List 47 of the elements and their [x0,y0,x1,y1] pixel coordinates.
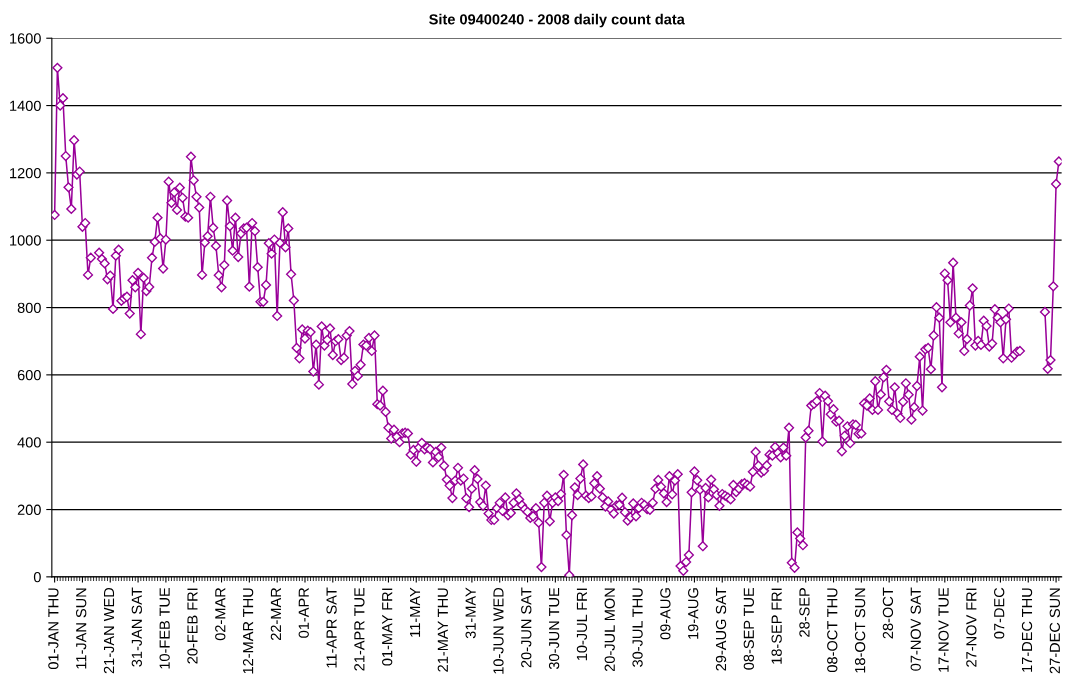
y-tick-label: 1400 [10,100,41,111]
x-tick-label: 17-NOV TUE [938,587,949,672]
x-tick-label: 30-JUN TUE [548,587,560,670]
x-tick-label: 21-JAN WED [103,587,115,674]
x-tick-label: 09-AUG [660,588,671,640]
x-tick-label: 08-OCT THU [827,588,838,673]
x-tick-label: 11-MAY [410,587,421,637]
x-tick-label: 02-MAR [215,587,226,641]
x-tick-label: 21-APR TUE [354,587,365,671]
x-tick-label: 07-DEC [994,587,1005,639]
y-tick-label: 200 [17,504,41,515]
y-tick-label: 800 [17,302,41,313]
x-tick-label: 08-SEP TUE [743,587,754,670]
x-tick-label: 28-OCT [882,587,894,639]
x-tick-label: 17-DEC THU [1021,588,1033,672]
y-tick-label: 400 [17,437,41,448]
y-tick-label: 1000 [10,235,41,246]
x-tick-label: 01-APR [298,587,309,638]
x-tick-label: 21-MAY THU [437,588,448,672]
x-tick-label: 31-MAY [465,587,476,639]
x-tick-label: 18-OCT SUN [854,588,866,673]
y-tick-label: 600 [17,369,41,381]
x-tick-label: 01-JAN THU [48,588,59,670]
x-tick-label: 22-MAR [270,587,281,641]
x-tick-label: 10-JUN WED [493,587,504,674]
x-tick-label: 20-FEB FRI [187,588,198,664]
chart-title: Site 09400240 - 2008 daily count data [429,13,685,28]
x-tick-label: 11-JAN SUN [76,588,87,669]
y-tick-label: 0 [33,571,41,583]
x-tick-label: 12-MAR THU [242,588,254,674]
x-tick-label: 07-NOV SAT [910,587,921,671]
y-tick-label: 1600 [10,33,41,44]
x-tick-label: 11-APR SAT [326,587,337,668]
x-tick-label: 30-JUL THU [632,588,643,667]
x-tick-label: 20-JUL MON [604,588,615,672]
x-tick-label: 10-FEB TUE [159,587,170,669]
x-tick-label: 19-AUG [688,588,699,639]
x-tick-label: 27-DEC SUN [1049,588,1060,674]
x-tick-label: 27-NOV FRI [966,588,977,667]
x-tick-label: 31-JAN SAT [131,587,142,667]
x-tick-label: 10-JUL FRI [576,588,588,661]
x-tick-label: 01-MAY FRI [382,588,393,666]
x-tick-label: 29-AUG SAT [715,587,727,671]
x-tick-label: 28-SEP [799,588,810,637]
x-tick-label: 20-JUN SAT [521,587,532,668]
y-tick-label: 1200 [10,167,41,179]
x-tick-label: 18-SEP FRI [771,588,782,664]
